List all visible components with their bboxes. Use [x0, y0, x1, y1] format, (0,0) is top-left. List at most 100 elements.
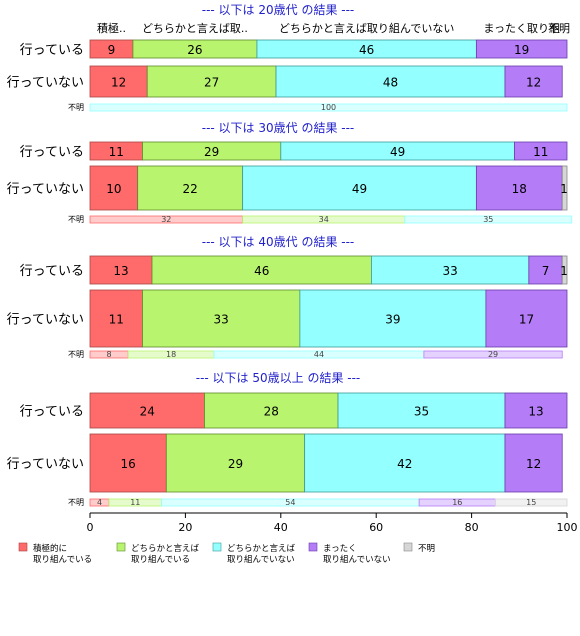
legend-swatch	[212, 542, 222, 552]
bar-segment	[337, 392, 506, 429]
bar-segment	[514, 141, 568, 161]
unknown-bar-segment	[89, 103, 568, 112]
bar-value-label: 35	[414, 405, 429, 419]
x-tick-label: 80	[465, 521, 479, 534]
bar-value-label: 1	[560, 264, 568, 278]
legend-label: どちらかと言えば	[131, 543, 200, 554]
bar-segment	[275, 65, 506, 98]
bar-segment	[561, 255, 568, 285]
legend-label: 不明	[418, 544, 435, 554]
bar-value-label: 18	[512, 182, 527, 196]
bar-value-label: 46	[359, 43, 374, 57]
legend-swatch	[403, 542, 413, 552]
unknown-value-label: 18	[166, 350, 176, 359]
bar-category-label: 行っている	[20, 264, 84, 279]
bar-segment	[371, 255, 530, 285]
bar-segment	[89, 65, 148, 98]
unknown-bar-segment	[404, 215, 573, 224]
bar-segment	[485, 289, 568, 348]
bar-value-label: 10	[106, 182, 121, 196]
bar-value-label: 22	[183, 182, 198, 196]
bar-value-label: 39	[385, 313, 400, 327]
bar-value-label: 13	[113, 264, 128, 278]
legend-label: 取り組んでいる	[33, 554, 92, 565]
unknown-value-label: 8	[107, 350, 112, 359]
legend-label: 取り組んでいない	[227, 554, 295, 565]
bar-value-label: 27	[204, 76, 219, 90]
bar-category-label: 行っている	[20, 145, 84, 160]
x-tick-label: 60	[369, 521, 383, 534]
bar-value-label: 1	[560, 182, 568, 196]
bar-segment	[561, 165, 568, 211]
legend-swatch	[308, 542, 318, 552]
bar-segment	[504, 433, 563, 493]
bar-segment	[142, 289, 301, 348]
bar-value-label: 49	[352, 182, 367, 196]
bar-value-label: 33	[214, 313, 229, 327]
legend-swatch	[18, 542, 28, 552]
bar-category-label: 行っていない	[7, 457, 84, 472]
bar-value-label: 11	[109, 313, 124, 327]
bar-value-label: 24	[140, 405, 155, 419]
bar-value-label: 46	[254, 264, 269, 278]
bar-segment	[89, 165, 139, 211]
bar-value-label: 12	[526, 457, 541, 471]
x-tick-label: 40	[274, 521, 288, 534]
bar-segment	[89, 289, 143, 348]
bar-segment	[299, 289, 487, 348]
bar-value-label: 48	[383, 76, 398, 90]
header-label: どちらかと言えば取..	[142, 22, 248, 35]
legend-label: どちらかと言えば	[227, 543, 296, 554]
bar-segment	[165, 433, 306, 493]
panel-title: --- 以下は 30歳代 の結果 ---	[202, 121, 355, 135]
bar-segment	[475, 165, 563, 211]
unknown-value-label: 100	[321, 103, 336, 112]
unknown-value-label: 34	[319, 215, 329, 224]
unknown-value-label: 44	[314, 350, 324, 359]
panel-title: --- 以下は 50歳以上 の結果 ---	[196, 371, 361, 385]
bar-value-label: 28	[264, 405, 279, 419]
bar-value-label: 7	[542, 264, 550, 278]
unknown-value-label: 4	[97, 498, 102, 507]
bar-segment	[89, 255, 153, 285]
unknown-bar-segment	[423, 350, 563, 359]
bar-value-label: 9	[108, 43, 116, 57]
bar-value-label: 29	[204, 145, 219, 159]
x-tick-label: 100	[557, 521, 578, 534]
unknown-value-label: 32	[161, 215, 171, 224]
bar-value-label: 17	[519, 313, 534, 327]
bar-category-label: 行っていない	[7, 182, 84, 197]
legend-label: 取り組んでいない	[323, 554, 391, 565]
bar-segment	[475, 39, 568, 59]
bar-segment	[304, 433, 506, 493]
bar-value-label: 11	[533, 145, 548, 159]
bar-value-label: 13	[528, 405, 543, 419]
header-label: まったく取り組	[483, 22, 560, 35]
bar-segment	[146, 65, 277, 98]
legend-label: まったく	[323, 544, 357, 554]
legend-label: 積極的に	[33, 543, 67, 554]
unknown-row-label: 不明	[68, 350, 84, 359]
header-label: 積極..	[97, 21, 126, 35]
unknown-value-label: 54	[285, 498, 295, 507]
bar-segment	[504, 65, 563, 98]
bar-segment	[504, 392, 568, 429]
bar-value-label: 12	[526, 76, 541, 90]
legend-swatch	[116, 542, 126, 552]
bar-value-label: 49	[390, 145, 405, 159]
bar-segment	[528, 255, 563, 285]
unknown-value-label: 29	[488, 350, 498, 359]
unknown-value-label: 15	[526, 498, 536, 507]
header-label: どちらかと言えば取り組んでいない	[279, 22, 454, 35]
unknown-value-label: 11	[130, 498, 140, 507]
bar-category-label: 行っている	[20, 43, 84, 58]
unknown-value-label: 16	[452, 498, 462, 507]
unknown-value-label: 35	[483, 215, 493, 224]
x-tick-label: 20	[178, 521, 192, 534]
bar-value-label: 11	[109, 145, 124, 159]
bar-value-label: 12	[111, 76, 126, 90]
bar-category-label: 行っていない	[7, 76, 84, 91]
unknown-bar-segment	[495, 498, 568, 507]
unknown-row-label: 不明	[68, 103, 84, 112]
